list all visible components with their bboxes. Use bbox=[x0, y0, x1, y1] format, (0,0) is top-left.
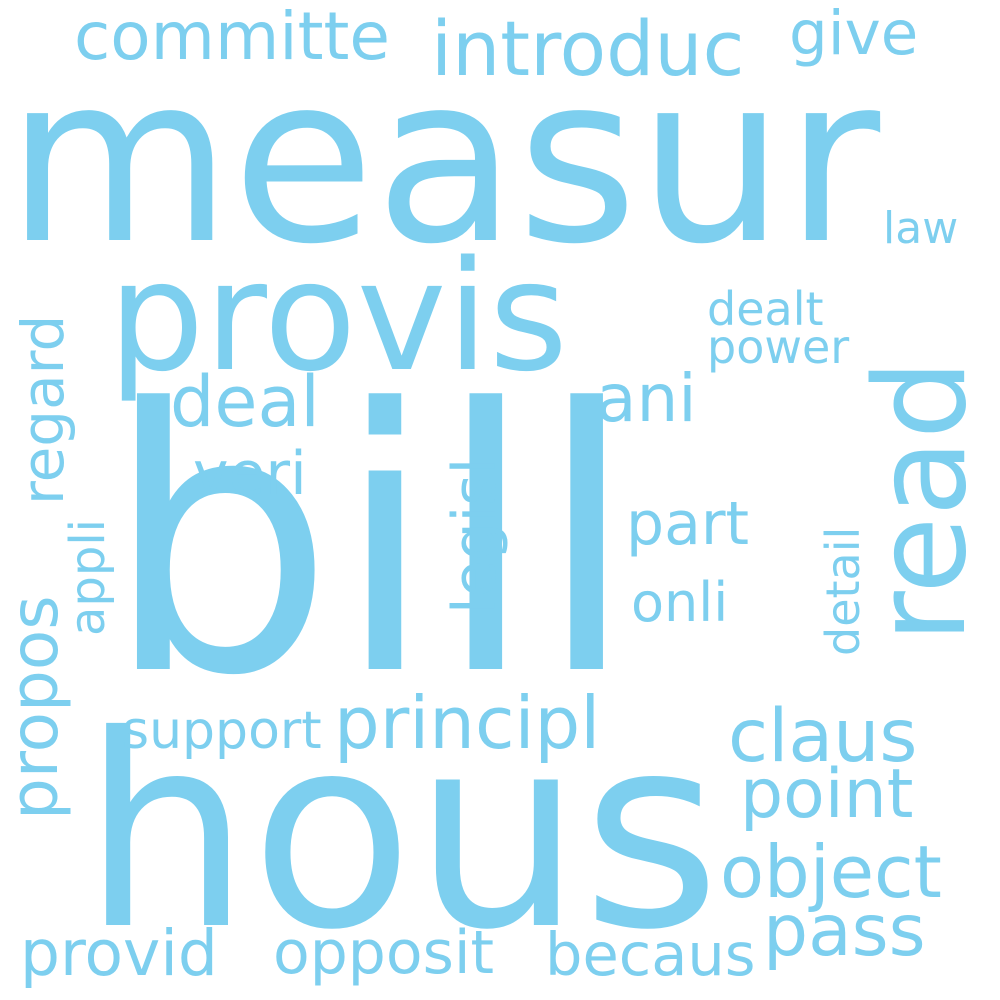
word-introduc: introduc bbox=[431, 4, 745, 93]
word-ani: ani bbox=[596, 360, 697, 437]
word-provid: provid bbox=[20, 917, 218, 990]
word-pass: pass bbox=[763, 889, 926, 972]
word-object: object bbox=[720, 830, 942, 914]
word-opposit: opposit bbox=[273, 918, 495, 988]
word-onli: onli bbox=[631, 571, 729, 634]
word-support: support bbox=[122, 701, 322, 761]
word-detail: detail bbox=[816, 526, 870, 656]
word-provis: provis bbox=[108, 228, 569, 405]
word-point: point bbox=[740, 755, 914, 834]
word-deal: deal bbox=[170, 361, 320, 443]
word-legisl: legisl bbox=[440, 457, 510, 614]
word-propos: propos bbox=[0, 595, 73, 820]
word-read: read bbox=[847, 359, 994, 643]
word-measur: measur bbox=[6, 25, 881, 295]
word-dealt: dealt bbox=[707, 282, 824, 336]
word-becaus: becaus bbox=[545, 920, 756, 989]
word-part: part bbox=[626, 489, 750, 559]
word-bill: bill bbox=[104, 332, 637, 755]
word-law: law bbox=[883, 203, 959, 254]
word-regard: regard bbox=[9, 314, 77, 505]
word-claus: claus bbox=[728, 694, 918, 779]
word-principl: principl bbox=[334, 681, 601, 765]
word-hous: hous bbox=[82, 678, 721, 988]
word-give: give bbox=[789, 0, 919, 69]
word-committe: committe bbox=[74, 0, 390, 75]
word-power: power bbox=[707, 320, 850, 374]
word-veri: veri bbox=[193, 439, 307, 509]
